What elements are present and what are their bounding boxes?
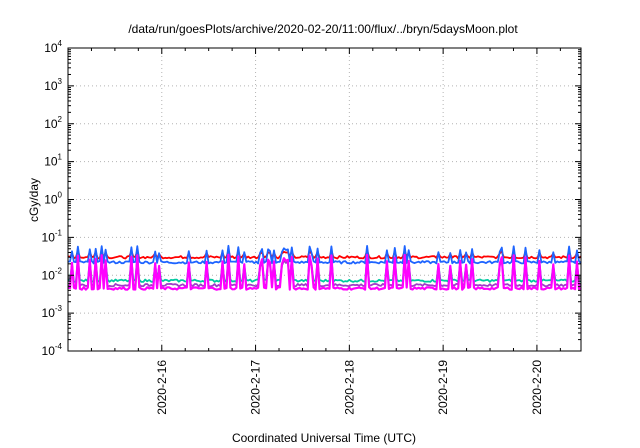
chart-title: /data/run/goesPlots/archive/2020-02-20/1… (128, 22, 518, 36)
series-line (67, 244, 582, 265)
x-tick-label: 2020-2-17 (249, 360, 263, 415)
series-line (67, 253, 582, 291)
y-tick-label: 10-2 (42, 266, 63, 282)
y-tick-label: 10-1 (42, 228, 63, 244)
y-tick-label: 100 (44, 191, 62, 207)
x-tick-label: 2020-2-18 (342, 360, 356, 415)
y-tick-label: 103 (44, 77, 62, 93)
y-tick-label: 10-3 (42, 304, 63, 320)
y-tick-label: 104 (44, 39, 62, 55)
series-line (67, 249, 582, 260)
x-ticks: 2020-2-16 2020-2-17 2020-2-18 2020-2-19 2020… (90, 48, 561, 415)
x-tick-label: 2020-2-20 (530, 360, 544, 415)
grid-layer (68, 48, 581, 351)
y-axis-label: cGy/day (27, 178, 41, 222)
x-tick-label: 2020-2-19 (436, 360, 450, 415)
series-layer (67, 244, 582, 291)
y-tick-label: 10-4 (42, 342, 63, 358)
y-tick-label: 102 (44, 115, 62, 131)
y-tick-label: 101 (44, 153, 62, 169)
x-axis-label: Coordinated Universal Time (UTC) (232, 431, 416, 445)
y-ticks: 104 103 102 101 100 10-1 10-2 10-3 10-4 (42, 39, 581, 358)
x-tick-label: 2020-2-16 (155, 360, 169, 415)
